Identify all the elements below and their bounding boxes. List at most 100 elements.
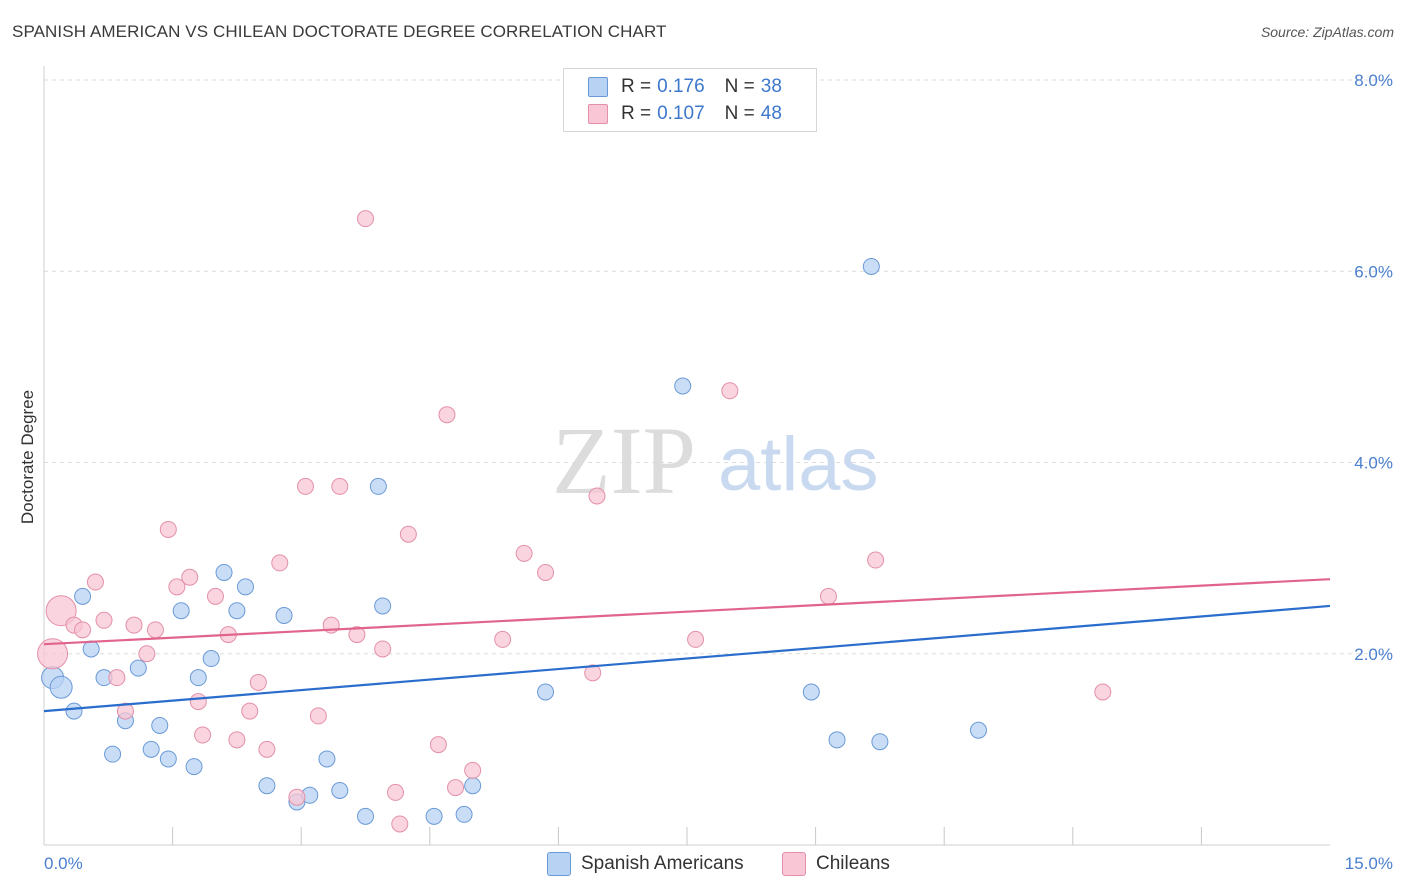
y-tick-label: 6.0% xyxy=(1354,262,1393,281)
point-spanish-americans xyxy=(331,781,349,799)
stats-row-chileans: R = 0.107 N = 48 xyxy=(588,102,782,126)
point-chileans xyxy=(867,551,885,569)
point-spanish-americans xyxy=(172,602,190,620)
legend-item-chileans[interactable]: Chileans xyxy=(782,852,890,876)
point-spanish-americans xyxy=(425,807,443,825)
point-spanish-americans xyxy=(828,731,846,749)
watermark: ZIP atlas xyxy=(552,407,879,514)
point-chileans xyxy=(429,736,447,754)
point-chileans xyxy=(86,573,104,591)
r-value: 0.176 xyxy=(657,76,705,97)
point-chileans xyxy=(374,640,392,658)
point-chileans xyxy=(309,707,327,725)
point-chileans xyxy=(447,779,465,797)
point-chileans xyxy=(249,673,267,691)
point-spanish-americans xyxy=(142,740,160,758)
point-spanish-americans xyxy=(802,683,820,701)
point-spanish-americans xyxy=(82,640,100,658)
stats-swatch-chileans xyxy=(588,104,608,124)
point-spanish-americans xyxy=(215,563,233,581)
point-chileans xyxy=(296,477,314,495)
point-spanish-americans xyxy=(159,750,177,768)
trend-lines xyxy=(43,578,1331,713)
point-chileans xyxy=(45,595,77,627)
point-chileans xyxy=(588,487,606,505)
y-tick-label: 4.0% xyxy=(1354,454,1393,473)
point-chileans xyxy=(331,477,349,495)
point-spanish-americans xyxy=(862,257,880,275)
point-chileans xyxy=(584,664,602,682)
stats-box: R = 0.176 N = 38 R = 0.107 N = 48 xyxy=(563,68,817,132)
chart-title: SPANISH AMERICAN VS CHILEAN DOCTORATE DE… xyxy=(12,22,667,41)
point-chileans xyxy=(74,621,92,639)
n-label: N = xyxy=(724,103,755,124)
point-spanish-americans xyxy=(228,602,246,620)
point-chileans xyxy=(138,645,156,663)
point-spanish-americans xyxy=(455,805,473,823)
stats-row-spanish-americans: R = 0.176 N = 38 xyxy=(588,75,782,99)
point-chileans xyxy=(95,611,113,629)
point-spanish-americans xyxy=(49,675,73,699)
point-chileans xyxy=(515,544,533,562)
point-spanish-americans xyxy=(185,758,203,776)
point-chileans xyxy=(819,587,837,605)
point-spanish-americans xyxy=(65,702,83,720)
point-spanish-americans xyxy=(464,777,482,795)
point-spanish-americans xyxy=(969,721,987,739)
point-chileans xyxy=(1094,683,1112,701)
r-label: R = xyxy=(621,76,652,97)
point-spanish-americans xyxy=(369,477,387,495)
point-chileans xyxy=(37,638,69,670)
point-chileans xyxy=(258,740,276,758)
point-chileans xyxy=(537,563,555,581)
trend-line-chileans xyxy=(43,578,1331,646)
watermark-atlas: atlas xyxy=(718,422,879,507)
point-chileans xyxy=(464,761,482,779)
legend-label-chileans: Chileans xyxy=(816,853,890,874)
point-spanish-americans xyxy=(74,587,92,605)
legend-item-spanish-americans[interactable]: Spanish Americans xyxy=(547,852,744,876)
point-spanish-americans xyxy=(129,659,147,677)
y-tick-labels: 2.0% 4.0% 6.0% 8.0% xyxy=(1354,71,1393,664)
point-chileans xyxy=(181,568,199,586)
point-spanish-americans xyxy=(104,745,122,763)
point-spanish-americans xyxy=(202,650,220,668)
point-spanish-americans xyxy=(357,807,374,825)
point-chileans xyxy=(194,726,212,744)
point-chileans xyxy=(288,788,306,806)
stats-swatch-spanish-americans xyxy=(588,77,608,97)
point-spanish-americans xyxy=(258,777,276,795)
point-chileans xyxy=(391,815,409,833)
legend-swatch-spanish-americans xyxy=(547,852,571,876)
point-spanish-americans xyxy=(318,750,336,768)
point-chileans xyxy=(116,702,134,720)
point-spanish-americans xyxy=(537,683,555,701)
point-chileans xyxy=(206,587,224,605)
legend-label-spanish-americans: Spanish Americans xyxy=(581,853,744,874)
point-chileans xyxy=(687,630,705,648)
r-label: R = xyxy=(621,103,652,124)
x-tick-label-max: 15.0% xyxy=(1345,854,1393,873)
point-chileans xyxy=(357,210,374,228)
x-tick-label-min: 0.0% xyxy=(44,854,83,873)
point-spanish-americans xyxy=(871,733,889,751)
point-chileans xyxy=(159,520,177,538)
point-spanish-americans xyxy=(374,597,392,615)
point-chileans xyxy=(721,382,739,400)
point-chileans xyxy=(399,525,417,543)
point-chileans xyxy=(189,693,207,711)
trend-line-spanish-americans xyxy=(43,604,1331,713)
y-axis-label: Doctorate Degree xyxy=(18,390,37,524)
point-chileans xyxy=(438,406,456,424)
grid-lines xyxy=(44,79,1393,655)
r-value: 0.107 xyxy=(657,103,705,124)
point-chileans xyxy=(146,621,164,639)
x-minor-ticks xyxy=(172,827,1202,845)
point-spanish-americans xyxy=(674,377,692,395)
point-chileans xyxy=(241,702,259,720)
point-chileans xyxy=(494,630,512,648)
data-points xyxy=(37,210,1112,833)
point-chileans xyxy=(108,669,126,687)
n-label: N = xyxy=(724,76,755,97)
